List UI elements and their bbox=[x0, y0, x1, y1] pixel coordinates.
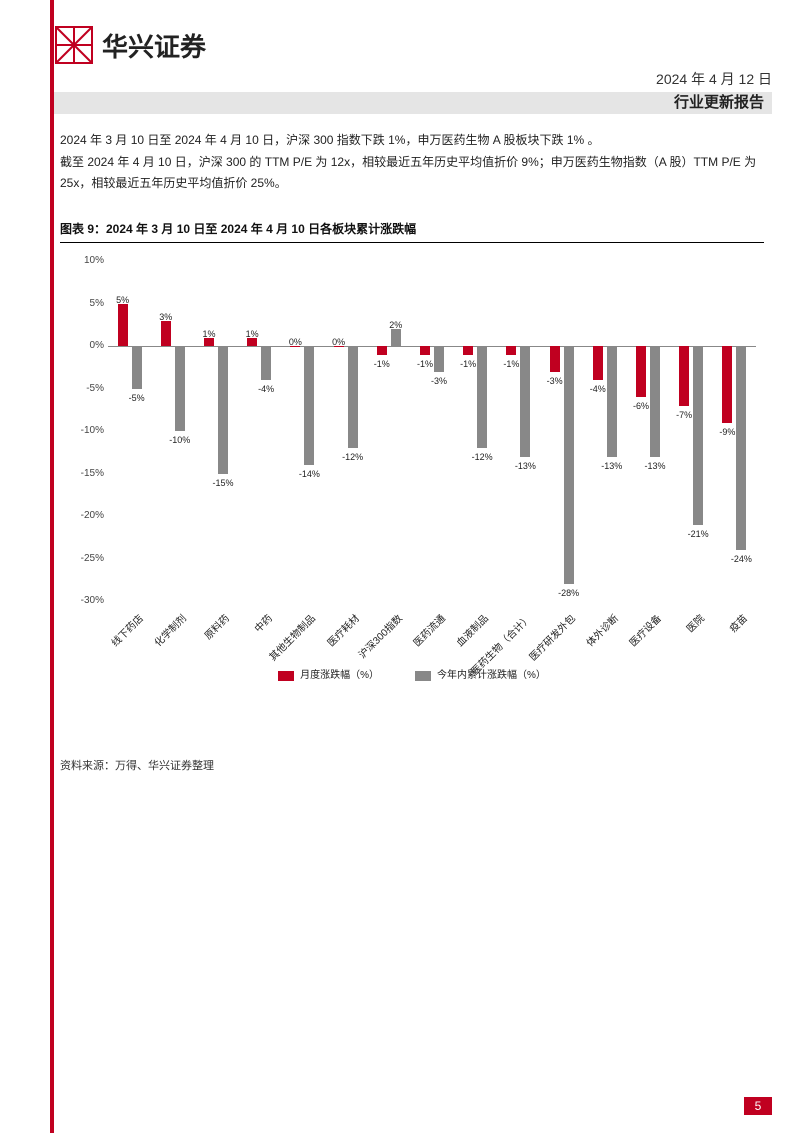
bar-label: -12% bbox=[339, 449, 367, 465]
bar-label: -21% bbox=[684, 526, 712, 542]
bar-ytd bbox=[564, 346, 574, 584]
bar-ytd bbox=[693, 346, 703, 525]
bar-ytd bbox=[261, 346, 271, 380]
y-tick: -25% bbox=[66, 550, 104, 568]
bar-ytd bbox=[218, 346, 228, 474]
bar-monthly bbox=[593, 346, 603, 380]
bar-label: -15% bbox=[209, 475, 237, 491]
bar-ytd bbox=[348, 346, 358, 448]
y-tick: 10% bbox=[66, 252, 104, 270]
brand-logo-icon bbox=[54, 25, 94, 65]
bar-label: -10% bbox=[166, 432, 194, 448]
bar-label: 2% bbox=[382, 317, 410, 333]
bar-label: -13% bbox=[598, 458, 626, 474]
bar-label: -1% bbox=[368, 356, 396, 372]
legend-label: 月度涨跌幅（%） bbox=[300, 670, 379, 681]
bar-label: -4% bbox=[252, 381, 280, 397]
bar-monthly bbox=[506, 346, 516, 355]
y-tick: -20% bbox=[66, 507, 104, 525]
chart: 10%5%0%-5%-10%-15%-20%-25%-30%5%-5%线下药店3… bbox=[60, 251, 764, 681]
header: 华兴证券 2024 年 4 月 12 日 bbox=[54, 25, 772, 89]
paragraph: 截至 2024 年 4 月 10 日，沪深 300 的 TTM P/E 为 12… bbox=[60, 152, 764, 195]
bar-ytd bbox=[304, 346, 314, 465]
y-tick: -5% bbox=[66, 380, 104, 398]
brand: 华兴证券 bbox=[54, 25, 772, 65]
legend-item: 今年内累计涨跌幅（%） bbox=[415, 667, 546, 685]
report-subtitle: 行业更新报告 bbox=[54, 92, 772, 114]
bar-ytd bbox=[175, 346, 185, 431]
bar-monthly bbox=[463, 346, 473, 355]
bar-label: 5% bbox=[109, 292, 137, 308]
bar-ytd bbox=[434, 346, 444, 372]
page: 华兴证券 2024 年 4 月 12 日 行业更新报告 2024 年 3 月 1… bbox=[0, 0, 802, 1133]
bar-monthly bbox=[420, 346, 430, 355]
report-date: 2024 年 4 月 12 日 bbox=[54, 69, 772, 89]
chart-plot: 10%5%0%-5%-10%-15%-20%-25%-30%5%-5%线下药店3… bbox=[108, 261, 756, 601]
bar-monthly bbox=[679, 346, 689, 406]
bar-monthly bbox=[550, 346, 560, 372]
bar-label: -14% bbox=[295, 466, 323, 482]
y-tick: -10% bbox=[66, 422, 104, 440]
bar-label: -24% bbox=[727, 551, 755, 567]
chart-title: 图表 9：2024 年 3 月 10 日至 2024 年 4 月 10 日各板块… bbox=[60, 219, 764, 244]
bar-label: -13% bbox=[511, 458, 539, 474]
bar-ytd bbox=[520, 346, 530, 457]
bar-monthly bbox=[636, 346, 646, 397]
y-tick: 0% bbox=[66, 337, 104, 355]
bar-ytd bbox=[607, 346, 617, 457]
legend-swatch-icon bbox=[415, 671, 431, 681]
y-tick: -15% bbox=[66, 465, 104, 483]
bar-label: -5% bbox=[123, 390, 151, 406]
bar-label: -12% bbox=[468, 449, 496, 465]
left-rule bbox=[50, 0, 54, 1133]
bar-label: -13% bbox=[641, 458, 669, 474]
bar-label: -28% bbox=[555, 585, 583, 601]
chart-source: 资料来源：万得、华兴证券整理 bbox=[60, 757, 764, 777]
bar-monthly bbox=[377, 346, 387, 355]
legend-label: 今年内累计涨跌幅（%） bbox=[437, 670, 546, 681]
brand-name: 华兴证券 bbox=[102, 27, 206, 64]
bar-monthly bbox=[118, 304, 128, 347]
bar-label: -3% bbox=[425, 373, 453, 389]
legend-swatch-icon bbox=[278, 671, 294, 681]
page-number: 5 bbox=[744, 1097, 772, 1115]
bar-label: 3% bbox=[152, 309, 180, 325]
bar-ytd bbox=[477, 346, 487, 448]
bar-ytd bbox=[736, 346, 746, 550]
chart-legend: 月度涨跌幅（%） 今年内累计涨跌幅（%） bbox=[60, 667, 764, 685]
bar-ytd bbox=[132, 346, 142, 389]
bar-monthly bbox=[722, 346, 732, 423]
paragraph: 2024 年 3 月 10 日至 2024 年 4 月 10 日，沪深 300 … bbox=[60, 130, 764, 152]
body: 2024 年 3 月 10 日至 2024 年 4 月 10 日，沪深 300 … bbox=[60, 130, 764, 777]
y-tick: -30% bbox=[66, 592, 104, 610]
y-tick: 5% bbox=[66, 295, 104, 313]
bar-ytd bbox=[650, 346, 660, 457]
bar-label: 1% bbox=[238, 326, 266, 342]
legend-item: 月度涨跌幅（%） bbox=[278, 667, 379, 685]
bar-label: 1% bbox=[195, 326, 223, 342]
